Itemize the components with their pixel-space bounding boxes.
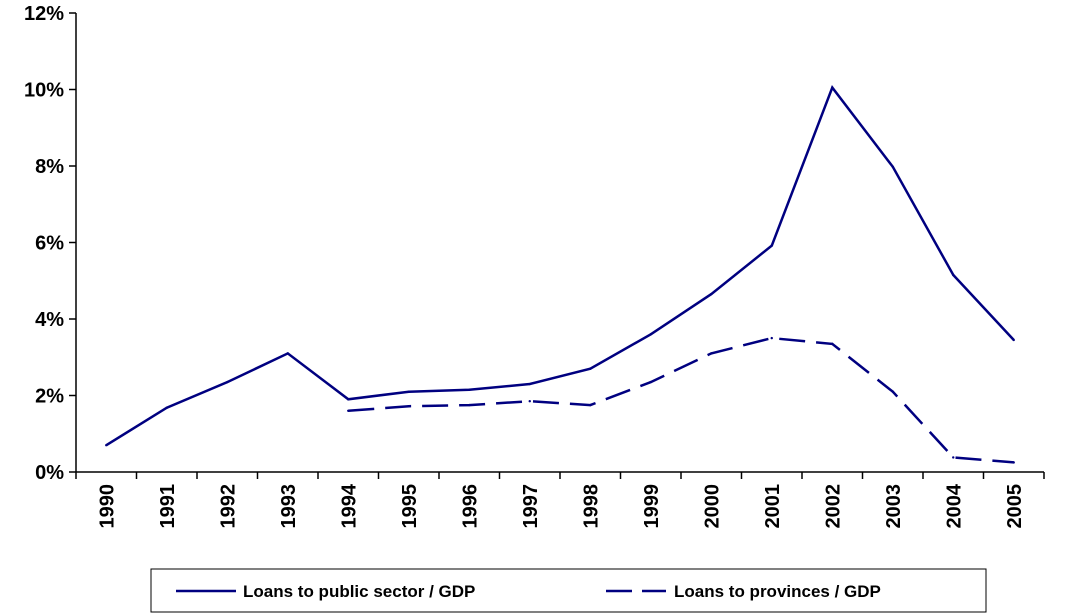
data-point — [407, 405, 410, 408]
data-point — [226, 380, 229, 384]
data-point — [831, 86, 834, 89]
x-tick-label: 2002 — [822, 484, 844, 529]
data-point — [589, 403, 592, 407]
series-line-1 — [348, 336, 1014, 464]
y-tick-label: 2% — [35, 386, 64, 408]
x-tick-label: 1994 — [338, 483, 360, 528]
y-tick-label: 12% — [24, 3, 64, 25]
data-point — [891, 165, 894, 168]
x-axis: 1990 1991 1992 1993 1994 1995 1996 1997 1998 1999… — [75, 471, 1045, 529]
y-tick-label: 6% — [35, 233, 64, 255]
x-tick-label: 2003 — [883, 484, 905, 529]
data-point — [1012, 338, 1015, 342]
x-tick-label: 2005 — [1004, 484, 1026, 529]
x-tick-label: 1995 — [399, 484, 421, 529]
x-tick-label: 1999 — [641, 484, 663, 529]
x-tick-label: 2001 — [762, 484, 784, 529]
data-point — [407, 390, 410, 393]
y-tick-label: 4% — [35, 309, 64, 331]
data-point — [891, 390, 894, 393]
series-line-0 — [105, 85, 1015, 447]
data-point — [589, 367, 592, 370]
data-point — [347, 409, 350, 412]
legend-box — [150, 568, 987, 613]
series-layer — [105, 85, 1015, 464]
x-tick-label: 2004 — [943, 483, 965, 528]
y-tick-label: 10% — [24, 80, 64, 102]
y-tick-label: 0% — [35, 462, 64, 484]
data-point — [770, 244, 773, 247]
data-point — [952, 273, 955, 277]
data-point — [649, 333, 652, 336]
legend-label-1: Loans to provinces / GDP — [674, 582, 881, 601]
data-point — [165, 406, 168, 409]
x-tick-label: 1991 — [157, 484, 179, 529]
data-point — [528, 400, 531, 403]
x-tick-label: 2000 — [701, 484, 723, 529]
x-tick-label: 1992 — [217, 484, 239, 529]
data-point — [831, 342, 834, 346]
data-point — [347, 398, 350, 401]
y-axis: 0% 2% 4% 6% 8% 10% 12% — [24, 3, 77, 484]
data-point — [710, 352, 713, 355]
x-tick-label: 1997 — [520, 484, 542, 529]
y-tick-label: 8% — [35, 156, 64, 178]
legend: Loans to public sector / GDP Loans to pro… — [150, 568, 987, 613]
data-point — [710, 292, 713, 296]
data-point — [468, 403, 471, 407]
x-tick-label: 1996 — [459, 484, 481, 529]
data-point — [528, 382, 531, 386]
data-point — [286, 352, 289, 355]
x-tick-label: 1998 — [580, 484, 602, 529]
legend-label-0: Loans to public sector / GDP — [243, 582, 475, 601]
data-point — [105, 444, 108, 447]
data-point — [1012, 461, 1015, 464]
data-point — [468, 388, 471, 391]
data-point — [649, 380, 652, 384]
x-tick-label: 1993 — [278, 484, 300, 529]
data-point — [770, 336, 773, 340]
x-tick-label: 1990 — [96, 484, 118, 529]
data-point — [952, 456, 955, 459]
